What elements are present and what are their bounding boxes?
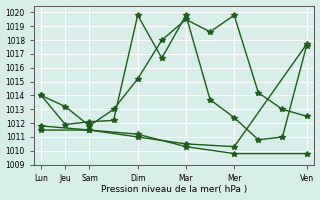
X-axis label: Pression niveau de la mer( hPa ): Pression niveau de la mer( hPa ) [101,185,247,194]
